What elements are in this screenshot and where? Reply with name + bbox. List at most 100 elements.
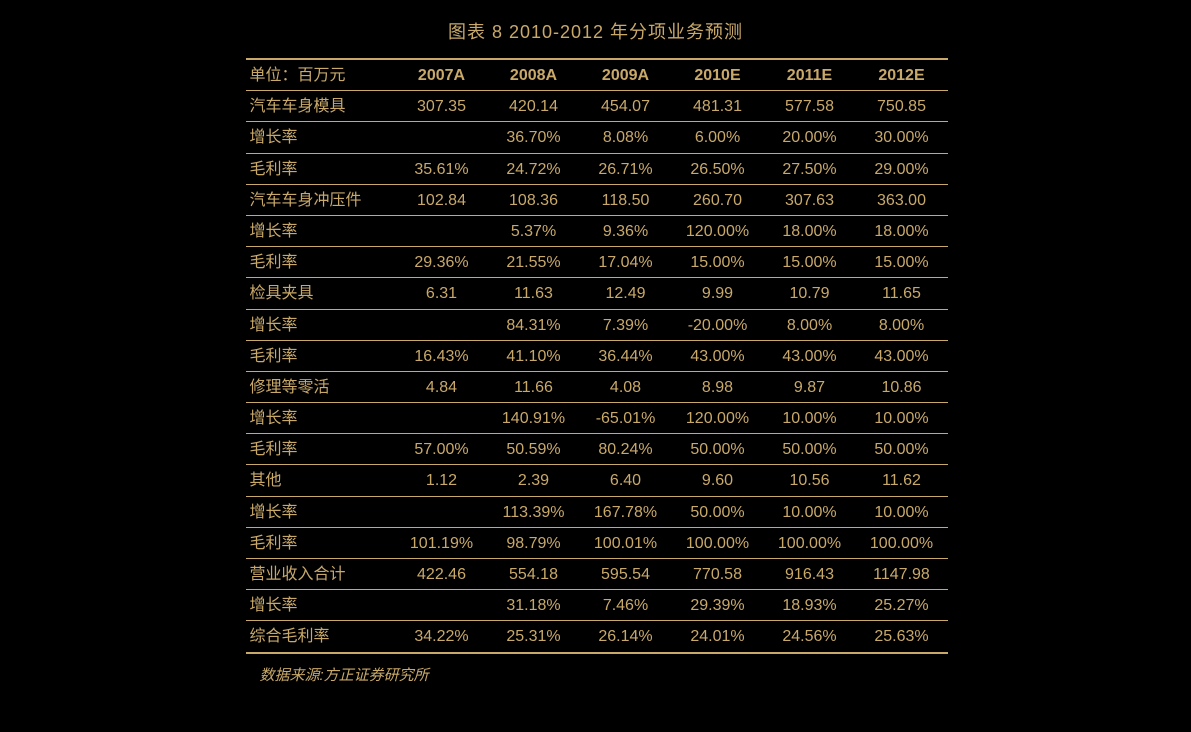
cell-value: 50.59% [488, 434, 580, 465]
cell-value: 577.58 [764, 91, 856, 122]
cell-value: 34.22% [396, 621, 488, 653]
cell-value: 18.00% [856, 215, 948, 246]
table-row: 修理等零活4.8411.664.088.989.8710.86 [246, 371, 948, 402]
table-row: 毛利率35.61%24.72%26.71%26.50%27.50%29.00% [246, 153, 948, 184]
table-row: 综合毛利率34.22%25.31%26.14%24.01%24.56%25.63… [246, 621, 948, 653]
cell-value: 29.00% [856, 153, 948, 184]
table-wrapper: 单位：百万元 2007A 2008A 2009A 2010E 2011E 201… [246, 58, 946, 685]
col-header: 2011E [764, 59, 856, 91]
table-row: 增长率5.37%9.36%120.00%18.00%18.00% [246, 215, 948, 246]
cell-value: 118.50 [580, 184, 672, 215]
cell-value: 307.35 [396, 91, 488, 122]
cell-value: 36.44% [580, 340, 672, 371]
cell-value: -65.01% [580, 403, 672, 434]
cell-value: 50.00% [764, 434, 856, 465]
row-label: 增长率 [246, 309, 396, 340]
cell-value: 26.14% [580, 621, 672, 653]
cell-value: 422.46 [396, 559, 488, 590]
cell-value: 15.00% [672, 247, 764, 278]
cell-value: 20.00% [764, 122, 856, 153]
cell-value [396, 403, 488, 434]
row-label: 毛利率 [246, 434, 396, 465]
col-header: 2009A [580, 59, 672, 91]
table-title: 图表 8 2010-2012 年分项业务预测 [0, 18, 1191, 44]
table-row: 毛利率16.43%41.10%36.44%43.00%43.00%43.00% [246, 340, 948, 371]
table-header-row: 单位：百万元 2007A 2008A 2009A 2010E 2011E 201… [246, 59, 948, 91]
cell-value: 750.85 [856, 91, 948, 122]
table-row: 毛利率57.00%50.59%80.24%50.00%50.00%50.00% [246, 434, 948, 465]
row-label: 毛利率 [246, 153, 396, 184]
row-label: 增长率 [246, 403, 396, 434]
cell-value [396, 122, 488, 153]
cell-value: 18.00% [764, 215, 856, 246]
cell-value: 25.27% [856, 590, 948, 621]
cell-value: 12.49 [580, 278, 672, 309]
table-row: 其他1.122.396.409.6010.5611.62 [246, 465, 948, 496]
cell-value: 43.00% [764, 340, 856, 371]
cell-value: 113.39% [488, 496, 580, 527]
table-row: 增长率36.70%8.08%6.00%20.00%30.00% [246, 122, 948, 153]
col-header: 2007A [396, 59, 488, 91]
cell-value: 50.00% [856, 434, 948, 465]
cell-value: 43.00% [672, 340, 764, 371]
cell-value: 8.00% [764, 309, 856, 340]
cell-value: 84.31% [488, 309, 580, 340]
col-header: 2012E [856, 59, 948, 91]
cell-value: 454.07 [580, 91, 672, 122]
cell-value: 18.93% [764, 590, 856, 621]
table-row: 检具夹具6.3111.6312.499.9910.7911.65 [246, 278, 948, 309]
cell-value: 26.71% [580, 153, 672, 184]
cell-value: 25.31% [488, 621, 580, 653]
unit-label: 单位：百万元 [246, 59, 396, 91]
cell-value: 481.31 [672, 91, 764, 122]
cell-value: 5.37% [488, 215, 580, 246]
cell-value: 9.87 [764, 371, 856, 402]
cell-value: 1147.98 [856, 559, 948, 590]
cell-value: 11.66 [488, 371, 580, 402]
cell-value: 6.00% [672, 122, 764, 153]
table-row: 增长率84.31%7.39%-20.00%8.00%8.00% [246, 309, 948, 340]
cell-value: 7.39% [580, 309, 672, 340]
cell-value: 57.00% [396, 434, 488, 465]
cell-value: 11.65 [856, 278, 948, 309]
cell-value: 420.14 [488, 91, 580, 122]
table-body: 汽车车身模具307.35420.14454.07481.31577.58750.… [246, 91, 948, 653]
cell-value: 100.00% [856, 527, 948, 558]
cell-value: 8.00% [856, 309, 948, 340]
cell-value: 101.19% [396, 527, 488, 558]
cell-value: 24.56% [764, 621, 856, 653]
table-row: 增长率140.91%-65.01%120.00%10.00%10.00% [246, 403, 948, 434]
cell-value: 10.86 [856, 371, 948, 402]
cell-value: 41.10% [488, 340, 580, 371]
cell-value: 916.43 [764, 559, 856, 590]
cell-value: 102.84 [396, 184, 488, 215]
cell-value: 260.70 [672, 184, 764, 215]
cell-value: 140.91% [488, 403, 580, 434]
cell-value: 1.12 [396, 465, 488, 496]
cell-value: 7.46% [580, 590, 672, 621]
cell-value: 4.08 [580, 371, 672, 402]
row-label: 综合毛利率 [246, 621, 396, 653]
row-label: 汽车车身模具 [246, 91, 396, 122]
cell-value: 26.50% [672, 153, 764, 184]
cell-value: 363.00 [856, 184, 948, 215]
cell-value: 595.54 [580, 559, 672, 590]
row-label: 营业收入合计 [246, 559, 396, 590]
cell-value: 2.39 [488, 465, 580, 496]
cell-value: 25.63% [856, 621, 948, 653]
cell-value [396, 309, 488, 340]
page: 图表 8 2010-2012 年分项业务预测 单位：百万元 2007A 2008… [0, 0, 1191, 732]
cell-value: 31.18% [488, 590, 580, 621]
table-row: 毛利率101.19%98.79%100.01%100.00%100.00%100… [246, 527, 948, 558]
cell-value: 10.00% [856, 403, 948, 434]
table-row: 汽车车身冲压件102.84108.36118.50260.70307.63363… [246, 184, 948, 215]
cell-value: 9.36% [580, 215, 672, 246]
cell-value: 4.84 [396, 371, 488, 402]
cell-value: 8.98 [672, 371, 764, 402]
cell-value: 100.00% [764, 527, 856, 558]
cell-value: 17.04% [580, 247, 672, 278]
table-row: 营业收入合计422.46554.18595.54770.58916.431147… [246, 559, 948, 590]
cell-value: 80.24% [580, 434, 672, 465]
cell-value: 9.99 [672, 278, 764, 309]
row-label: 增长率 [246, 496, 396, 527]
